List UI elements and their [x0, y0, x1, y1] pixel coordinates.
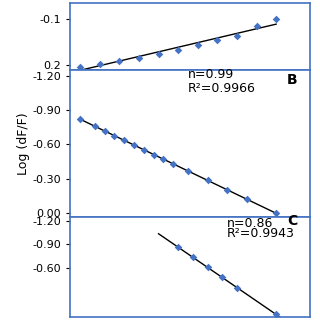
Point: [185, 168, 190, 173]
Point: [244, 196, 249, 202]
Point: [92, 124, 98, 129]
Point: [234, 33, 239, 38]
Point: [205, 265, 210, 270]
Text: C: C: [287, 214, 298, 228]
Point: [274, 211, 279, 216]
Point: [136, 55, 141, 60]
Point: [234, 285, 239, 290]
Point: [195, 43, 200, 48]
Point: [102, 128, 107, 133]
Point: [274, 312, 279, 317]
Text: R²=0.9966: R²=0.9966: [188, 82, 256, 95]
Point: [78, 117, 83, 122]
Text: n=0.99: n=0.99: [188, 68, 234, 81]
Point: [171, 161, 176, 166]
Point: [225, 187, 230, 192]
Point: [141, 147, 147, 152]
Point: [122, 138, 127, 143]
Point: [112, 133, 117, 138]
Point: [176, 47, 181, 52]
Point: [78, 64, 83, 69]
Point: [176, 245, 181, 250]
Point: [220, 275, 225, 280]
Point: [190, 255, 196, 260]
Point: [205, 178, 210, 183]
Point: [161, 157, 166, 162]
Point: [97, 61, 102, 66]
Text: R²=0.9943: R²=0.9943: [227, 227, 295, 240]
Point: [254, 24, 259, 29]
Text: B: B: [287, 73, 298, 87]
Point: [274, 16, 279, 21]
Point: [215, 38, 220, 43]
Point: [156, 52, 161, 57]
Point: [151, 152, 156, 157]
Text: n=0.86: n=0.86: [227, 217, 274, 230]
Y-axis label: Log (dF/F): Log (dF/F): [17, 112, 30, 175]
Point: [117, 58, 122, 63]
Point: [132, 142, 137, 148]
